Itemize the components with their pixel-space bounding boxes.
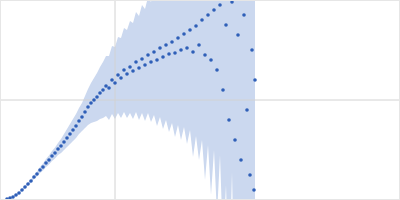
point <box>197 43 201 47</box>
point <box>161 55 165 59</box>
grid-line <box>0 100 400 101</box>
point <box>59 144 63 148</box>
point <box>113 81 117 85</box>
point <box>170 40 174 44</box>
point <box>68 132 72 136</box>
point <box>119 76 123 80</box>
point <box>155 58 159 62</box>
point <box>158 46 162 50</box>
point <box>167 52 171 56</box>
plot-area <box>0 0 400 200</box>
point <box>41 165 45 169</box>
point <box>104 84 108 88</box>
point <box>179 48 183 52</box>
point <box>92 98 96 102</box>
point <box>35 172 39 176</box>
point <box>32 175 36 179</box>
point <box>152 50 156 54</box>
point <box>17 191 21 195</box>
point <box>224 23 228 27</box>
point <box>89 101 93 105</box>
point <box>143 63 147 67</box>
plot-frame <box>1 1 400 200</box>
point <box>227 118 231 122</box>
point <box>233 138 237 142</box>
point <box>176 36 180 40</box>
point <box>131 69 135 73</box>
point <box>50 154 54 158</box>
point <box>209 58 213 62</box>
point <box>110 78 114 82</box>
point <box>86 105 90 109</box>
point <box>56 147 60 151</box>
point <box>29 179 33 183</box>
point <box>125 72 129 76</box>
point <box>245 108 249 112</box>
point <box>71 128 75 132</box>
point <box>191 50 195 54</box>
point <box>107 86 111 90</box>
point <box>62 140 66 144</box>
point <box>253 78 257 82</box>
point <box>149 60 153 64</box>
point <box>14 193 18 197</box>
point <box>164 43 168 47</box>
point <box>206 13 210 17</box>
point <box>236 33 240 37</box>
point <box>53 151 57 155</box>
point <box>77 119 81 123</box>
point <box>242 13 246 17</box>
point <box>80 115 84 119</box>
point <box>248 173 252 177</box>
point <box>188 28 192 32</box>
point <box>74 124 78 128</box>
point <box>47 158 51 162</box>
point <box>26 182 30 186</box>
point <box>44 161 48 165</box>
point <box>182 32 186 36</box>
point <box>23 185 27 189</box>
point <box>185 46 189 50</box>
point <box>20 188 24 192</box>
point <box>122 68 126 72</box>
point <box>137 66 141 70</box>
point <box>65 136 69 140</box>
point <box>98 91 102 95</box>
point <box>140 57 144 61</box>
point <box>134 60 138 64</box>
point <box>215 68 219 72</box>
point <box>38 168 42 172</box>
chart <box>0 0 400 200</box>
point <box>173 51 177 55</box>
point <box>95 95 99 99</box>
point <box>218 3 222 7</box>
point <box>212 8 216 12</box>
point <box>11 195 15 199</box>
point <box>146 53 150 57</box>
point <box>128 65 132 69</box>
point <box>252 188 256 192</box>
point <box>250 48 254 52</box>
point <box>200 18 204 22</box>
point <box>239 158 243 162</box>
point <box>116 73 120 77</box>
point <box>221 88 225 92</box>
point <box>203 53 207 57</box>
point <box>83 110 87 114</box>
point <box>194 24 198 28</box>
point <box>101 88 105 92</box>
